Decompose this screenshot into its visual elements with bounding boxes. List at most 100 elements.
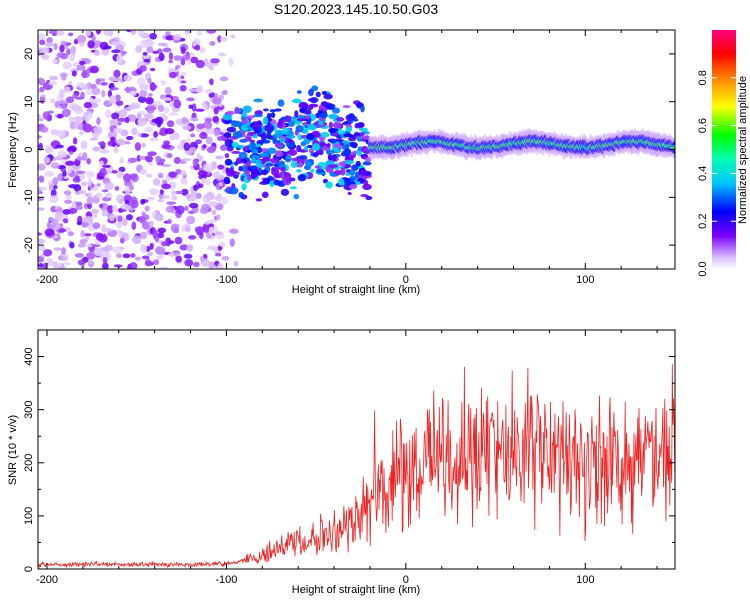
heatmap-cell	[55, 144, 64, 149]
heatmap-cell	[60, 40, 67, 46]
heatmap-cell	[188, 235, 197, 240]
heatmap-cell	[355, 102, 364, 107]
heatmap-cell	[157, 232, 165, 239]
heatmap-cell	[262, 116, 269, 125]
heatmap-cell	[168, 59, 174, 64]
heatmap-cell	[166, 153, 173, 159]
heatmap-cell	[296, 118, 306, 122]
heatmap-cell	[56, 30, 65, 36]
heatmap-cell	[174, 236, 183, 245]
heatmap-cell	[107, 130, 118, 140]
heatmap-cell	[359, 127, 369, 132]
heatmap-cell	[77, 259, 86, 266]
heatmap-cell	[274, 150, 283, 158]
heatmap-cell	[152, 229, 159, 239]
heatmap-cell	[146, 104, 155, 114]
heatmap-cell	[49, 98, 56, 104]
heatmap-cell	[111, 41, 120, 46]
heatmap-cell	[212, 116, 219, 123]
heatmap-cell	[95, 192, 103, 198]
heatmap-cell	[149, 137, 159, 142]
heatmap-cell	[101, 262, 109, 269]
heatmap-cell	[224, 153, 230, 159]
heatmap-cell	[303, 145, 309, 152]
heatmap-cell	[139, 133, 150, 138]
heatmap-cell	[115, 94, 121, 102]
heatmap-cell	[184, 259, 194, 267]
heatmap-cell	[291, 98, 302, 104]
heatmap-cell	[102, 228, 113, 232]
heatmap-cell	[211, 209, 217, 216]
heatmap-cell	[180, 177, 188, 185]
heatmap-cell	[180, 71, 187, 76]
heatmap-cell	[56, 113, 64, 119]
heatmap-cell	[243, 145, 250, 152]
heatmap-cell	[343, 133, 353, 138]
heatmap-cell	[38, 135, 43, 139]
heatmap-cell	[95, 30, 101, 35]
heatmap-cell	[157, 172, 164, 179]
heatmap-cell	[82, 123, 93, 133]
heatmap-cell	[38, 126, 43, 131]
heatmap-cell	[61, 108, 71, 118]
heatmap-cell	[198, 183, 204, 189]
heatmap-cell	[168, 112, 179, 116]
heatmap-cell	[116, 117, 127, 122]
heatmap-cell	[295, 124, 304, 133]
heatmap-cell	[252, 134, 258, 139]
heatmap-cell	[165, 31, 171, 36]
heatmap-cell	[93, 97, 102, 104]
heatmap-cell	[349, 177, 356, 181]
heatmap-cell	[325, 181, 333, 189]
heatmap-cell	[161, 183, 172, 190]
heatmap-cell	[116, 139, 127, 146]
heatmap-cell	[241, 130, 246, 138]
heatmap-cell	[102, 256, 108, 264]
heatmap-cell	[139, 231, 148, 240]
heatmap-cell	[157, 227, 167, 234]
heatmap-cell	[125, 86, 130, 94]
heatmap-cell	[87, 40, 95, 49]
heatmap-cell	[210, 161, 217, 170]
heatmap-cell	[193, 184, 198, 191]
heatmap-cell	[128, 103, 139, 110]
heatmap-cell	[149, 67, 156, 72]
heatmap-cell	[142, 214, 150, 221]
heatmap-cell	[191, 103, 197, 112]
heatmap-cell	[74, 252, 85, 258]
heatmap-cell	[309, 103, 319, 108]
heatmap-cell	[140, 198, 146, 205]
snr-xtick-label: 100	[576, 574, 594, 586]
heatmap-cell	[96, 117, 101, 125]
heatmap-cell	[141, 142, 146, 148]
heatmap-cell	[256, 120, 262, 125]
heatmap-cell	[161, 144, 172, 149]
heatmap-cell	[165, 205, 175, 213]
heatmap-cell	[80, 91, 85, 99]
heatmap-cell	[296, 144, 302, 153]
heatmap-cell	[99, 41, 109, 50]
heatmap-cell	[194, 226, 205, 233]
heatmap-cell	[181, 188, 189, 196]
snr-ytick-label: 300	[23, 400, 35, 418]
heatmap-cell	[241, 118, 248, 125]
heatmap-cell	[280, 171, 285, 179]
heatmap-cell	[113, 144, 119, 154]
heatmap-cell	[199, 47, 206, 54]
heatmap-cell	[68, 171, 78, 178]
heatmap-cell	[147, 251, 153, 257]
heatmap-cell	[80, 181, 88, 187]
heatmap-cell	[291, 157, 298, 162]
heatmap-cell	[209, 66, 214, 71]
heatmap-cell	[175, 169, 182, 175]
snr-ylabel: SNR (10 * v/v)	[7, 415, 19, 485]
heatmap-cell	[47, 110, 54, 114]
heatmap-cell	[294, 110, 299, 118]
heatmap-cell	[99, 250, 109, 260]
heatmap-cell	[271, 168, 280, 176]
heatmap-cell	[149, 243, 154, 250]
heatmap-cell	[112, 76, 122, 82]
heatmap-cell	[199, 132, 208, 140]
heatmap-cell	[48, 30, 59, 35]
heatmap-cell	[274, 129, 284, 137]
